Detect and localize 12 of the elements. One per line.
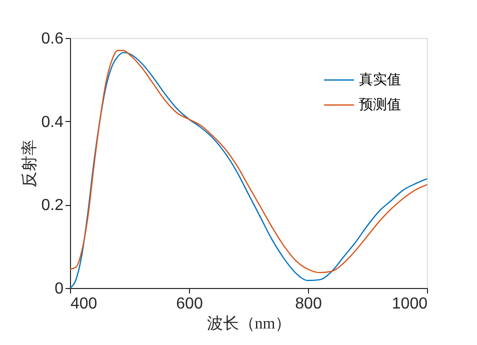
y-tick-label: 0.2: [41, 197, 64, 214]
y-axis-title: 反射率: [20, 140, 38, 188]
y-tick-label: 0.4: [41, 114, 64, 131]
legend-label: 预测值: [359, 97, 401, 113]
x-tick-label: 800: [295, 296, 322, 312]
x-tick-label: 600: [176, 296, 203, 312]
x-tick-label: 400: [70, 296, 98, 312]
legend-label: 真实值: [359, 72, 401, 88]
y-tick-label: 0.6: [41, 30, 64, 48]
y-tick-label: 0: [54, 280, 64, 298]
x-tick-label: 1000: [392, 296, 428, 312]
x-axis-title: 波长（nm）: [206, 314, 292, 332]
